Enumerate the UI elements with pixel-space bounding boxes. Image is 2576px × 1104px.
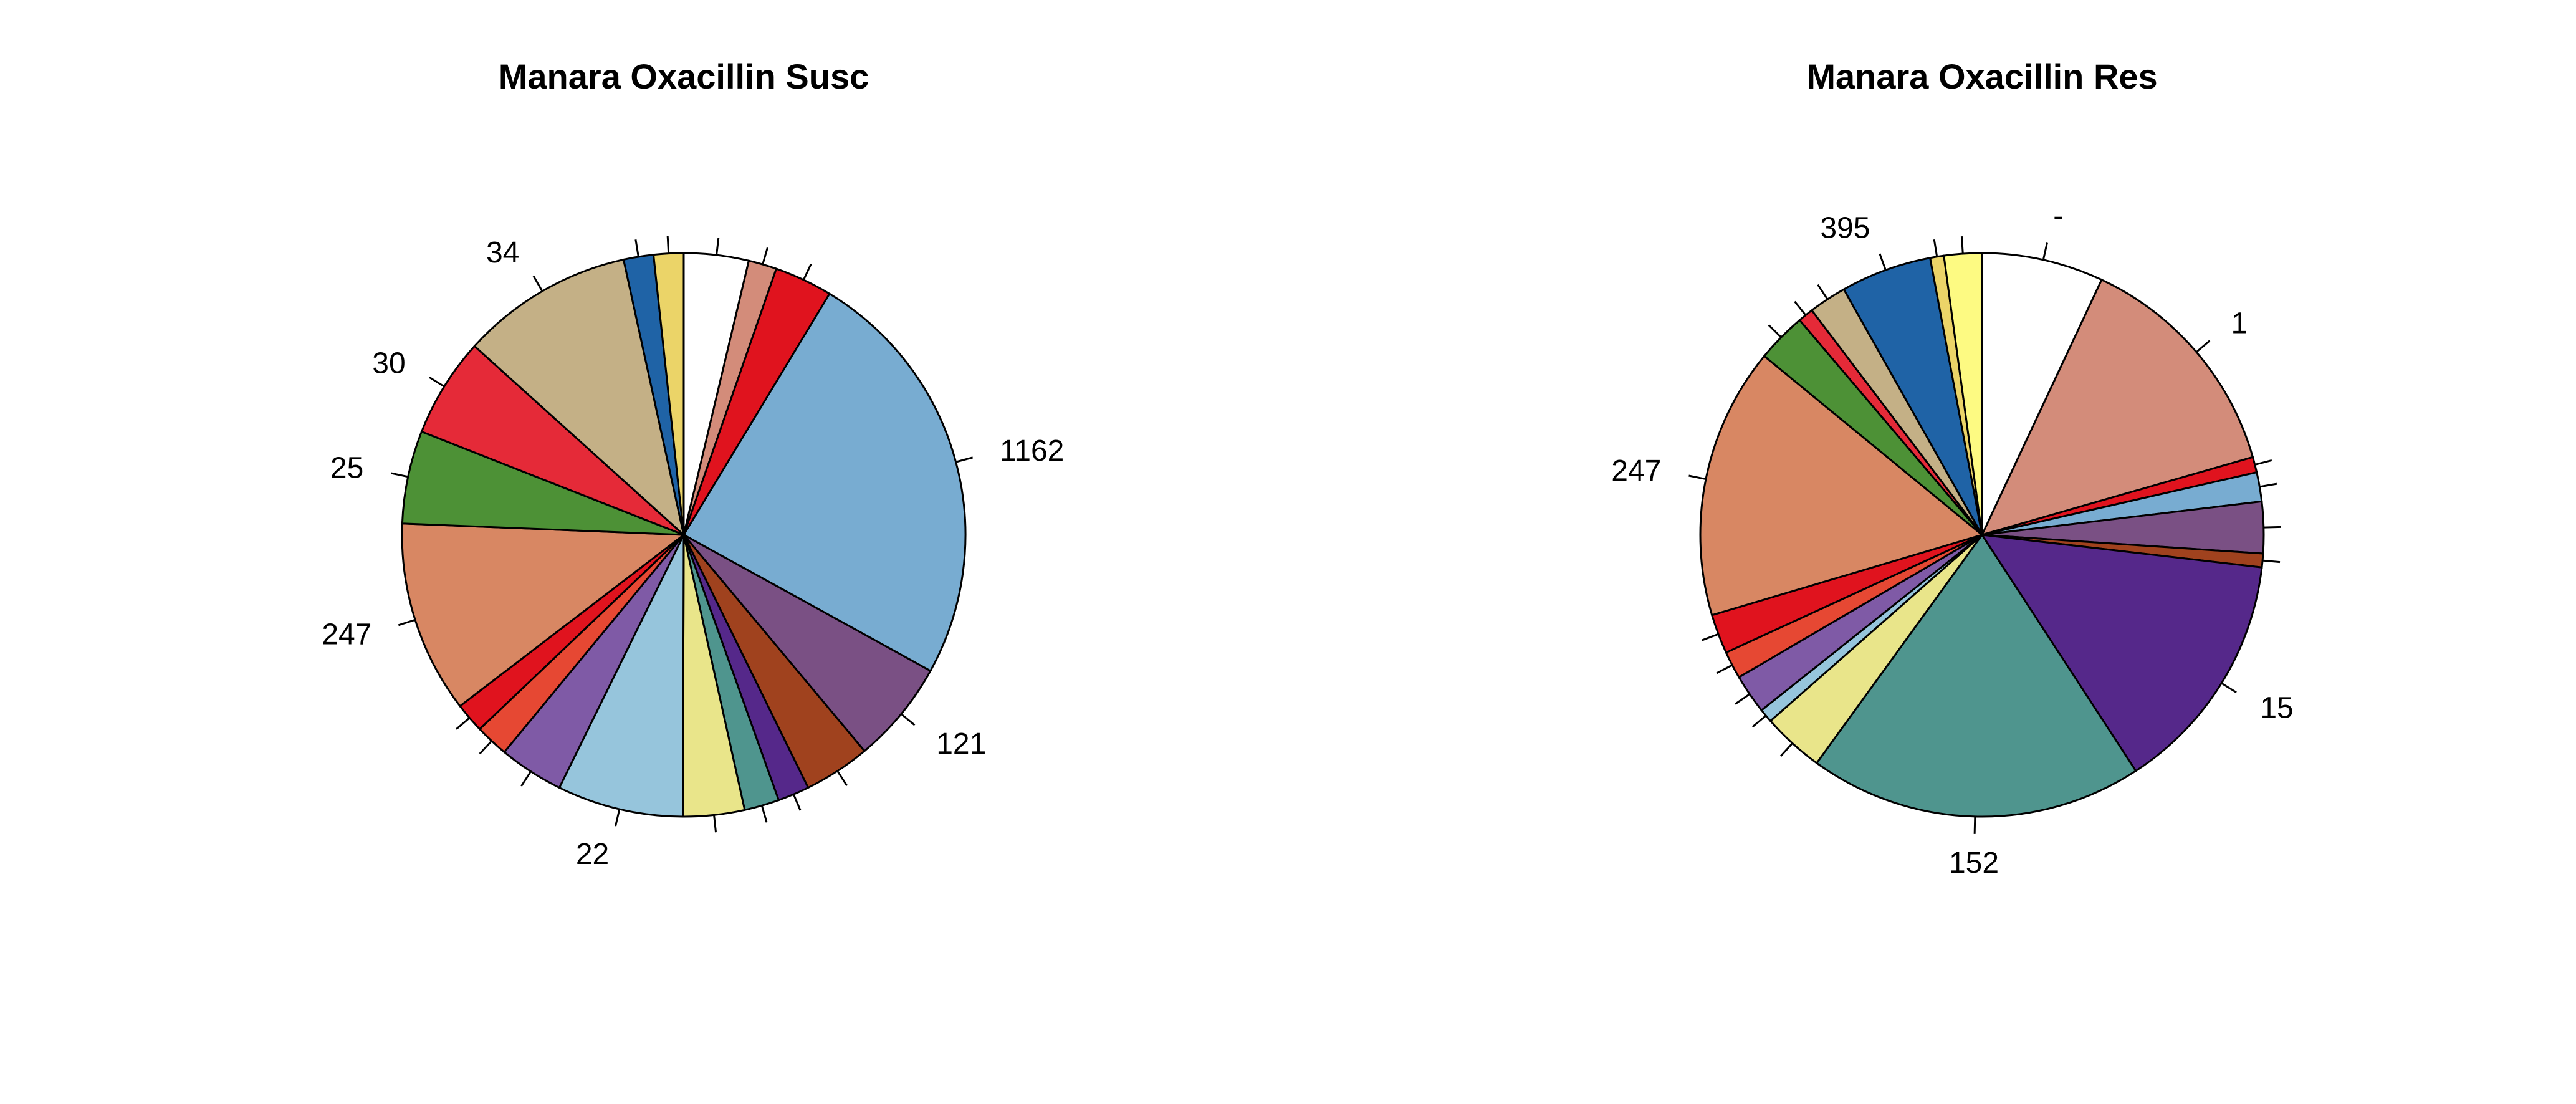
label-tick-susc-4	[955, 456, 974, 463]
label-tick-susc-3	[802, 263, 812, 281]
label-tick-res-9	[1779, 742, 1793, 757]
label-tick-res-10	[1751, 714, 1767, 728]
pie-chart-res: Manara Oxacillin Res - 1 15 152 247 395	[1611, 57, 2293, 880]
label-tick-res-11	[1735, 693, 1751, 705]
label-tick-susc-11	[520, 770, 532, 787]
slice-label-susc-10: 22	[576, 838, 609, 871]
pie-slice-susc-5	[682, 534, 932, 752]
label-tick-res-3	[2254, 459, 2272, 466]
pie-chart-susc: Manara Oxacillin Susc 1162 121 22 247 25 30 34	[322, 57, 1064, 871]
slices-susc: 1162 121 22 247 25 30 34	[322, 236, 1064, 871]
label-tick-susc-2	[762, 247, 768, 265]
label-tick-res-17	[1817, 284, 1829, 300]
pie-slice-susc-15	[401, 430, 684, 536]
slice-label-res-14: 247	[1611, 454, 1661, 487]
label-tick-susc-15	[391, 472, 409, 478]
label-tick-susc-9	[713, 815, 717, 833]
label-tick-susc-19	[666, 236, 670, 254]
pie-slice-res-2	[1980, 278, 2254, 537]
pie-slice-res-8	[1815, 533, 2137, 818]
slice-label-res-18: 395	[1820, 212, 1870, 245]
label-tick-res-15	[1768, 324, 1782, 338]
slice-label-res-2: 1	[2231, 307, 2248, 340]
label-tick-susc-8	[760, 805, 768, 823]
slices-res: - 1 15 152 247 395	[1611, 200, 2293, 880]
label-tick-susc-13	[456, 717, 471, 730]
label-tick-res-14	[1688, 474, 1707, 481]
label-tick-res-4	[2259, 482, 2277, 488]
slice-label-susc-5: 121	[936, 727, 986, 761]
label-tick-res-2	[2196, 340, 2211, 353]
pie-slice-res-18	[1842, 256, 1983, 535]
slice-label-susc-14: 247	[322, 618, 371, 651]
label-tick-susc-12	[479, 740, 492, 755]
slice-label-res-7: 15	[2260, 691, 2293, 724]
label-tick-res-13	[1702, 633, 1719, 641]
label-tick-susc-18	[634, 239, 639, 257]
label-tick-res-18	[1879, 253, 1887, 271]
slice-label-susc-4: 1162	[1000, 434, 1064, 468]
label-tick-susc-10	[615, 809, 621, 827]
label-tick-res-19	[1933, 239, 1938, 257]
label-tick-susc-6	[836, 770, 848, 787]
pie-slice-res-7	[1980, 534, 2263, 772]
pie-slice-res-1	[1981, 252, 2103, 535]
pie-slice-res-14	[1699, 355, 1985, 617]
label-tick-susc-16	[429, 377, 445, 388]
slice-label-res-8: 152	[1949, 847, 1999, 880]
chart-title-res: Manara Oxacillin Res	[1806, 57, 2157, 96]
label-tick-res-7	[2221, 682, 2237, 693]
pie-slice-susc-19	[652, 252, 685, 535]
label-tick-susc-1	[716, 238, 720, 256]
label-tick-res-12	[1716, 664, 1733, 674]
label-tick-res-20	[1960, 236, 1964, 254]
label-tick-susc-7	[792, 794, 802, 811]
slice-label-susc-15: 25	[330, 452, 363, 485]
label-tick-res-1	[2042, 242, 2048, 261]
label-tick-susc-14	[398, 618, 416, 626]
chart-title-susc: Manara Oxacillin Susc	[499, 57, 869, 96]
label-tick-susc-17	[532, 276, 543, 292]
pie-slice-susc-17	[473, 258, 686, 538]
slice-label-susc-17: 34	[486, 236, 519, 269]
slice-label-res-1: -	[2053, 200, 2063, 233]
label-tick-res-6	[2262, 559, 2281, 564]
label-tick-susc-5	[900, 713, 916, 726]
slice-label-susc-16: 30	[372, 347, 405, 380]
label-tick-res-16	[1794, 300, 1807, 316]
